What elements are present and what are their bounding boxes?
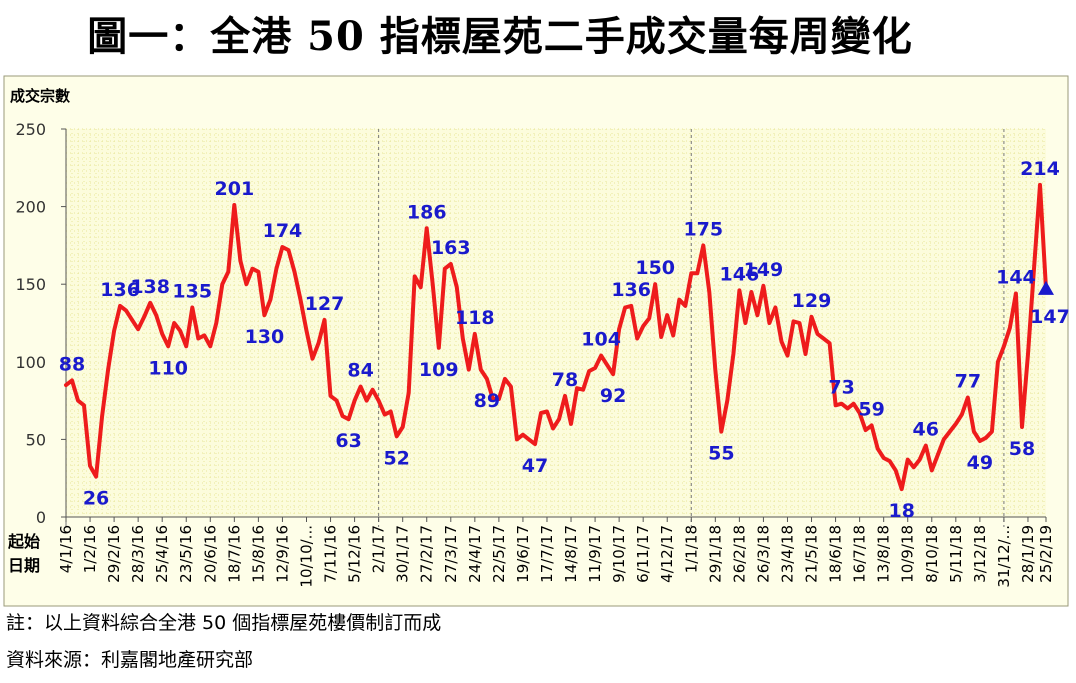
data-label: 129	[792, 290, 832, 312]
latest-point-marker	[1038, 280, 1054, 295]
data-label: 78	[552, 369, 578, 391]
data-label: 59	[858, 398, 884, 420]
plot-area	[66, 129, 1046, 517]
x-tick-label: 23/4/18	[778, 525, 796, 583]
x-tick-label: 13/8/18	[875, 525, 893, 583]
data-label: 144	[996, 267, 1036, 289]
data-label: 146	[720, 263, 760, 285]
x-tick-label: 6/11/17	[634, 525, 652, 583]
footnote: 註：以上資料綜合全港 50 個指標屋苑樓價制訂而成	[6, 612, 442, 634]
data-label: 186	[407, 201, 447, 223]
x-tick-label: 29/1/18	[706, 525, 724, 583]
x-tick-label: 1/1/18	[682, 525, 700, 573]
x-tick-label: 18/7/16	[225, 525, 243, 583]
x-tick-label: 27/3/17	[442, 525, 460, 583]
chart-title: 圖一：全港 50 指標屋苑二手成交量每周變化	[87, 13, 913, 60]
data-label: 73	[828, 377, 854, 399]
data-label: 138	[130, 276, 170, 298]
data-label: 47	[522, 455, 548, 477]
data-label: 49	[967, 452, 993, 474]
data-label: 174	[263, 220, 303, 242]
data-label: 88	[59, 353, 85, 375]
data-label: 52	[383, 447, 409, 469]
x-tick-label: 28/1/19	[1019, 525, 1037, 583]
x-tick-label: 3/12/18	[971, 525, 989, 583]
y-tick-label: 0	[36, 508, 46, 527]
x-tick-label: 2/1/17	[370, 525, 388, 573]
data-label: 150	[635, 257, 675, 279]
y-tick-label: 200	[15, 198, 46, 217]
x-tick-label: 25/2/19	[1037, 525, 1055, 583]
x-tick-label: 19/6/17	[514, 525, 532, 583]
x-tick-label: 25/4/16	[153, 525, 171, 583]
data-label: 55	[708, 443, 734, 465]
x-tick-label: 23/5/16	[177, 525, 195, 583]
x-tick-label: 7/11/16	[322, 525, 340, 583]
data-label: 77	[955, 370, 981, 392]
x-tick-label: 4/1/16	[57, 525, 75, 573]
y-tick-label: 50	[26, 430, 46, 449]
data-label: 175	[683, 218, 723, 240]
x-tick-label: 14/8/17	[562, 525, 580, 583]
y-tick-label: 250	[15, 120, 46, 139]
x-tick-label: 17/7/17	[538, 525, 556, 583]
x-tick-label: 26/3/18	[754, 525, 772, 583]
data-label: 136	[611, 279, 651, 301]
data-label: 127	[305, 293, 345, 315]
x-tick-label: 31/12/...	[995, 525, 1013, 588]
data-label: 84	[347, 360, 373, 382]
data-label: 201	[215, 178, 255, 200]
x-tick-label: 15/8/16	[249, 525, 267, 583]
x-tick-label: 12/9/16	[273, 525, 291, 583]
x-tick-label: 29/2/16	[105, 525, 123, 583]
data-label: 89	[474, 390, 500, 412]
x-tick-label: 16/7/18	[851, 525, 869, 583]
data-label: 26	[83, 488, 109, 510]
data-label: 110	[148, 357, 188, 379]
x-tick-label: 10/9/18	[899, 525, 917, 583]
data-label: 118	[455, 307, 495, 329]
x-tick-label: 5/11/18	[947, 525, 965, 583]
data-label: 130	[245, 326, 285, 348]
series-line	[64, 182, 1048, 492]
x-tick-label: 9/10/17	[610, 525, 628, 583]
x-tick-label: 28/3/16	[129, 525, 147, 583]
x-tick-label: 20/6/16	[201, 525, 219, 583]
x-tick-label: 1/2/16	[81, 525, 99, 573]
x-axis-title: 起始	[7, 532, 40, 551]
data-label: 136	[100, 279, 140, 301]
data-label: 163	[431, 237, 471, 259]
x-tick-label: 24/4/17	[466, 525, 484, 583]
x-tick-label: 10/10/...	[297, 525, 315, 588]
x-tick-label: 5/12/16	[346, 525, 364, 583]
x-tick-label: 11/9/17	[586, 525, 604, 583]
data-label: 63	[335, 430, 361, 452]
data-label: 46	[913, 419, 939, 441]
x-tick-label: 26/2/18	[730, 525, 748, 583]
data-label: 104	[581, 329, 621, 351]
x-tick-label: 18/6/18	[827, 525, 845, 583]
data-label: 18	[888, 500, 914, 522]
data-label: 135	[172, 280, 212, 302]
y-axis-title: 成交宗數	[10, 87, 70, 105]
x-tick-label: 30/1/17	[394, 525, 412, 583]
x-tick-label: 8/10/18	[923, 525, 941, 583]
x-tick-label: 4/12/17	[658, 525, 676, 583]
source-note: 資料來源：利嘉閣地產研究部	[6, 649, 254, 671]
x-axis-title: 日期	[8, 556, 40, 575]
data-label: 92	[600, 385, 626, 407]
x-tick-label: 21/5/18	[803, 525, 821, 583]
y-tick-label: 150	[15, 275, 46, 294]
data-label: 149	[744, 259, 784, 281]
data-label: 214	[1020, 158, 1060, 180]
data-label: 109	[419, 359, 459, 381]
y-tick-label: 100	[15, 353, 46, 372]
data-label: 147	[1030, 306, 1070, 328]
data-label: 58	[1009, 438, 1035, 460]
x-tick-label: 27/2/17	[418, 525, 436, 583]
x-tick-label: 22/5/17	[490, 525, 508, 583]
